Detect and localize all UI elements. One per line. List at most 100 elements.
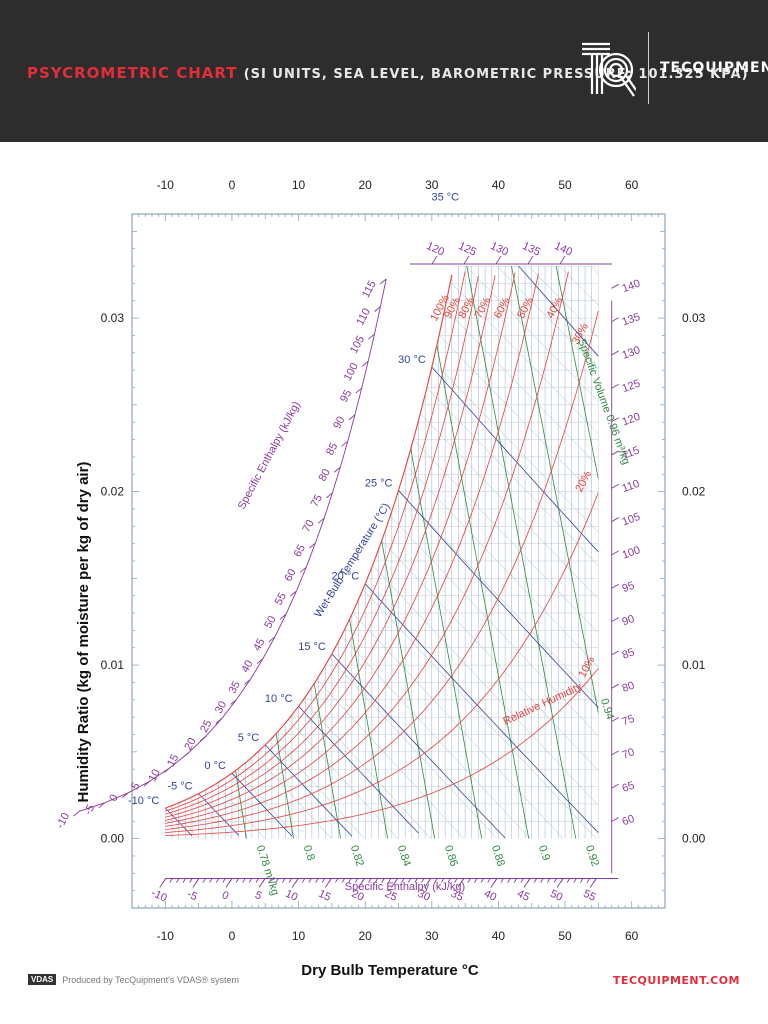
enthalpy-tick-label: 75 [309,493,325,509]
enthalpy-tick-label: 35 [449,888,465,904]
y-tick-label-left: 0.03 [101,311,125,325]
enthalpy-tick-label: 65 [621,780,637,795]
enthalpy-tick-label: 80 [317,467,333,483]
specific-volume-line [198,266,294,839]
wet-bulb-line [331,653,506,839]
specific-volume-label: 0.84 [395,844,413,868]
enthalpy-tick-label: 30 [213,699,229,715]
enthalpy-line [165,266,597,839]
rh-label: 20% [573,469,594,494]
enthalpy-tick-label: 115 [621,444,642,461]
wet-bulb-line [464,266,599,357]
enthalpy-tick-label: 50 [548,888,564,904]
enthalpy-tick-label: 90 [331,415,347,431]
enthalpy-tick-label: -10 [54,811,72,831]
x-tick-label-top: 10 [292,178,306,192]
enthalpy-tick-label: 55 [273,591,289,607]
y-tick-label-right: 0.01 [682,658,706,672]
enthalpy-tick-label: 100 [621,544,642,562]
specific-volume-line [377,266,483,839]
website-link[interactable]: TECQUIPMENT.COM [612,974,740,987]
enthalpy-tick-label: 30 [416,888,432,904]
enthalpy-line [403,266,599,839]
wet-bulb-label: 15 °C [298,641,326,653]
rh-label: 60% [492,295,513,320]
rh-curve [165,275,496,818]
enthalpy-tick-label: 35 [227,679,243,695]
rh-curve [165,310,599,830]
enthalpy-tick-label: 140 [621,278,642,296]
x-tick-label-top: 60 [625,178,639,192]
x-tick-label-top: 40 [492,178,506,192]
produced-by-text: Produced by TecQuipment's VDAS® system [62,974,239,985]
enthalpy-tick-label: 0 [220,889,231,902]
enthalpy-line [165,266,464,839]
y-tick-label-left: 0.01 [101,658,125,672]
enthalpy-line [496,266,599,839]
enthalpy-tick-label: 70 [300,518,316,534]
enthalpy-tick-label: 40 [482,888,498,904]
enthalpy-tick-label: 130 [488,240,510,259]
brand-name: TECQUIPMENT [660,60,768,76]
enthalpy-tick-label: 20 [350,888,366,904]
enthalpy-line [434,266,599,839]
enthalpy-line [165,266,398,839]
enthalpy-line [165,266,200,839]
enthalpy-tick-label: 15 [316,888,332,904]
enthalpy-tick-label: 10 [283,888,299,904]
wet-bulb-label: 10 °C [265,693,293,705]
x-tick-label-bottom: 20 [359,929,373,943]
enthalpy-tick-label: -5 [82,803,97,817]
wet-bulb-label: 35 °C [431,192,459,204]
enthalpy-line [528,266,599,839]
wet-bulb-line [298,705,419,834]
enthalpy-tick-label: 0 [107,793,120,804]
title-main: PSYCROMETRIC CHART [27,64,238,82]
enthalpy-tick-label: 90 [621,613,637,628]
frame-ticks [131,213,666,909]
wet-bulb-line [265,744,353,837]
enthalpy-tick-label: 85 [324,441,340,457]
wet-bulb-label: 25 °C [365,477,393,489]
x-tick-label-top: -10 [157,178,175,192]
enthalpy-tick-label: 25 [198,718,214,734]
wet-bulb-label: 5 °C [238,732,260,744]
enthalpy-tick-label: 110 [621,478,642,495]
y-tick-label-left: 0.02 [101,485,125,499]
wet-bulb-label: -5 °C [167,781,192,793]
x-tick-label-bottom: -10 [157,929,175,943]
wet-bulb-line [364,583,599,833]
wet-bulb-line [198,793,239,836]
enthalpy-line [165,266,299,839]
enthalpy-line [165,266,365,839]
enthalpy-tick-label: 50 [262,614,278,630]
specific-volume-label: 0.86 [442,844,460,868]
wet-bulb-label: 20 °C [332,571,360,583]
wet-bulb-label: 30 °C [398,354,426,366]
enthalpy-tick-label: 120 [621,411,642,429]
y-tick-label-left: 0.00 [101,832,125,846]
enthalpy-tick-label: 125 [456,240,478,259]
enthalpy-tick-label: 135 [520,240,542,259]
rh-curve [165,668,599,836]
x-axis-title: Dry Bulb Temperature °C [301,962,479,979]
specific-volume-label: 0.82 [348,844,366,868]
specific-volume-label: 0.8 [301,844,317,862]
page-title: PSYCROMETRIC CHART (SI UNITS, SEA LEVEL,… [27,64,749,82]
enthalpy-tick-label: 140 [552,240,574,259]
specific-volume-line [421,266,530,839]
enthalpy-tick-label: 95 [338,388,354,404]
wet-bulb-line [431,366,599,553]
enthalpy-tick-label: -10 [149,887,168,905]
footer-credit: VDAS Produced by TecQuipment's VDAS® sys… [28,974,239,985]
enthalpy-line [165,266,431,839]
x-tick-label-bottom: 10 [292,929,306,943]
wet-bulb-line [231,772,293,837]
enthalpy-tick-label: 40 [239,658,255,674]
enthalpy-tick-label: 120 [424,240,446,259]
enthalpy-tick-label: 125 [621,378,642,396]
x-tick-label-bottom: 0 [229,929,236,943]
rh-curve [165,274,453,809]
enthalpy-tick-label: 15 [165,752,181,768]
